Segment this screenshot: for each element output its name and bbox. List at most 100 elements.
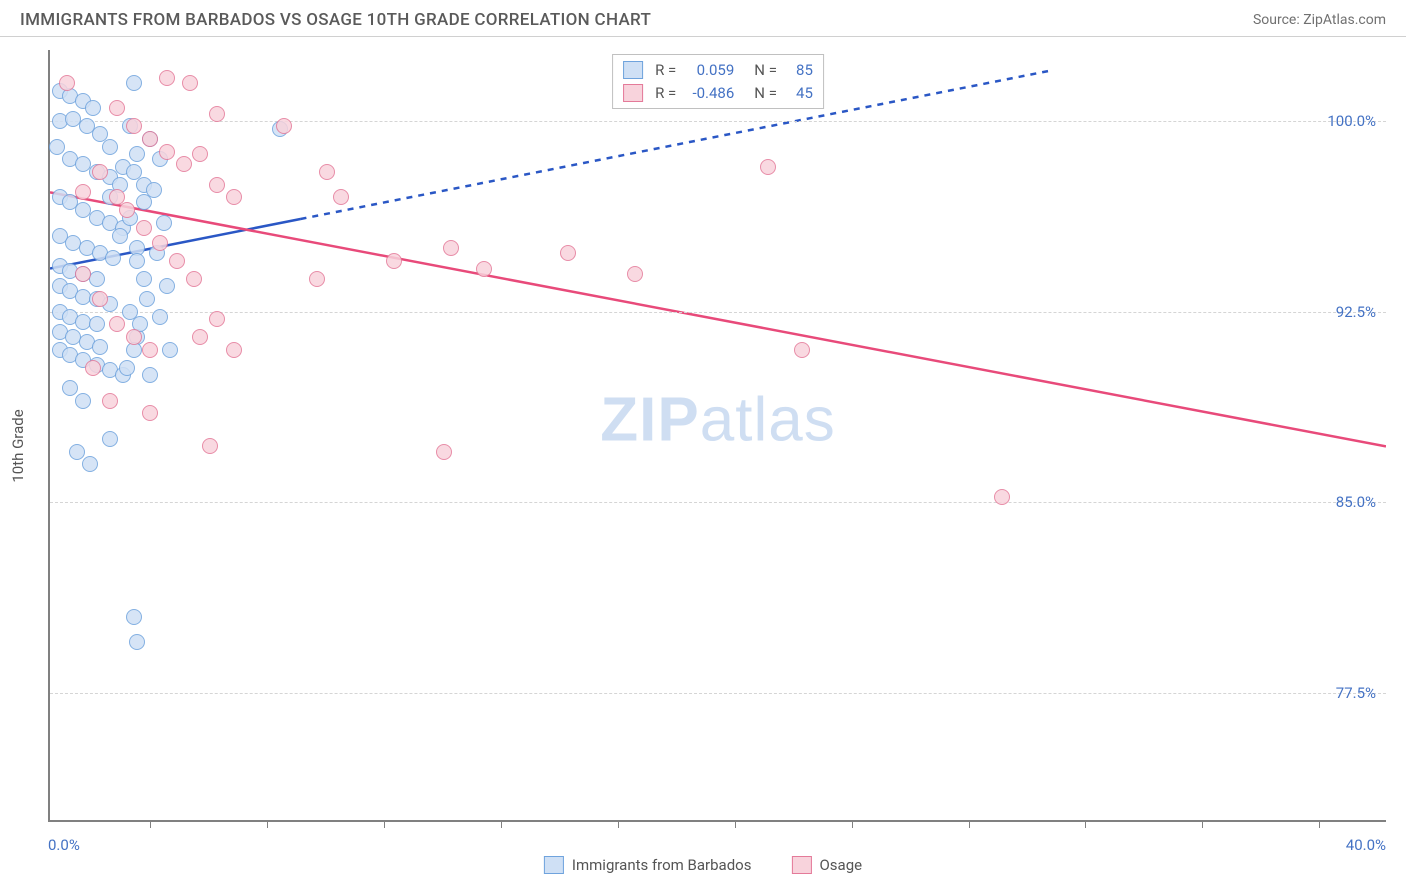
n-label: N = [754, 59, 777, 82]
data-point-osage [126, 118, 142, 134]
n-value: 45 [785, 82, 813, 105]
data-point-osage [309, 271, 325, 287]
data-point-barbados [49, 139, 65, 155]
data-point-osage [994, 489, 1010, 505]
data-point-osage [75, 266, 91, 282]
data-point-osage [59, 75, 75, 91]
data-point-osage [169, 253, 185, 269]
data-point-osage [333, 189, 349, 205]
data-point-barbados [136, 271, 152, 287]
gridline [50, 121, 1386, 122]
data-point-osage [226, 189, 242, 205]
data-point-barbados [142, 367, 158, 383]
legend-swatch [791, 856, 811, 874]
gridline [50, 312, 1386, 313]
legend-item: Osage [791, 856, 862, 874]
trend-line-osage [50, 192, 1386, 446]
data-point-barbados [126, 75, 142, 91]
data-point-barbados [102, 431, 118, 447]
r-value: 0.059 [684, 59, 734, 82]
data-point-osage [109, 316, 125, 332]
y-tick-label: 92.5% [1336, 303, 1376, 321]
y-axis-label: 10th Grade [9, 409, 27, 482]
data-point-osage [159, 70, 175, 86]
data-point-osage [159, 144, 175, 160]
r-label: R = [655, 59, 676, 82]
trend-lines-layer [50, 50, 1386, 820]
data-point-osage [560, 245, 576, 261]
legend-label: Osage [819, 856, 862, 874]
x-axis-max-label: 40.0% [1346, 836, 1386, 854]
data-point-osage [142, 405, 158, 421]
data-point-osage [75, 184, 91, 200]
series-legend: Immigrants from Barbados Osage [544, 856, 862, 874]
data-point-barbados [82, 456, 98, 472]
data-point-osage [92, 291, 108, 307]
data-point-barbados [119, 360, 135, 376]
data-point-osage [126, 329, 142, 345]
data-point-osage [109, 189, 125, 205]
data-point-barbados [129, 634, 145, 650]
data-point-osage [760, 159, 776, 175]
data-point-osage [142, 342, 158, 358]
x-tick [735, 820, 736, 828]
x-tick [267, 820, 268, 828]
data-point-osage [443, 240, 459, 256]
data-point-barbados [146, 182, 162, 198]
data-point-barbados [89, 316, 105, 332]
watermark-zip: ZIP [600, 385, 699, 454]
data-point-osage [182, 75, 198, 91]
x-tick [618, 820, 619, 828]
x-tick [1202, 820, 1203, 828]
r-label: R = [655, 82, 676, 105]
chart-header: IMMIGRANTS FROM BARBADOS VS OSAGE 10TH G… [0, 0, 1406, 37]
data-point-barbados [129, 146, 145, 162]
plot-region: ZIPatlas R = 0.059 N = 85 R = -0.486 N = 45 100… [48, 50, 1386, 822]
legend-swatch [623, 61, 643, 79]
data-point-osage [209, 106, 225, 122]
legend-item: Immigrants from Barbados [544, 856, 752, 874]
source-label: Source: [1253, 12, 1303, 28]
data-point-osage [276, 118, 292, 134]
data-point-osage [319, 164, 335, 180]
data-point-osage [436, 444, 452, 460]
data-point-osage [102, 393, 118, 409]
data-point-barbados [152, 309, 168, 325]
watermark: ZIPatlas [600, 384, 835, 455]
n-value: 85 [785, 59, 813, 82]
x-tick [969, 820, 970, 828]
x-tick [852, 820, 853, 828]
data-point-barbados [102, 139, 118, 155]
gridline [50, 693, 1386, 694]
chart-title: IMMIGRANTS FROM BARBADOS VS OSAGE 10TH G… [20, 10, 651, 30]
source-attribution: Source: ZipAtlas.com [1253, 12, 1386, 28]
n-label: N = [754, 82, 777, 105]
y-tick-label: 85.0% [1336, 493, 1376, 511]
r-value: -0.486 [684, 82, 734, 105]
stats-legend-row-osage: R = -0.486 N = 45 [623, 82, 813, 105]
data-point-osage [202, 438, 218, 454]
x-tick [1085, 820, 1086, 828]
data-point-barbados [75, 393, 91, 409]
y-tick-label: 77.5% [1336, 684, 1376, 702]
data-point-osage [109, 100, 125, 116]
data-point-osage [136, 220, 152, 236]
chart-area: ZIPatlas R = 0.059 N = 85 R = -0.486 N = 45 100… [48, 50, 1386, 822]
data-point-barbados [126, 164, 142, 180]
data-point-barbados [105, 250, 121, 266]
y-tick-label: 100.0% [1327, 112, 1376, 130]
data-point-osage [192, 329, 208, 345]
x-tick [384, 820, 385, 828]
data-point-barbados [69, 444, 85, 460]
data-point-osage [209, 177, 225, 193]
x-tick [150, 820, 151, 828]
data-point-osage [152, 235, 168, 251]
watermark-atlas: atlas [700, 385, 836, 454]
source-name: ZipAtlas.com [1303, 12, 1386, 28]
legend-swatch [623, 84, 643, 102]
data-point-osage [209, 311, 225, 327]
data-point-barbados [156, 215, 172, 231]
data-point-osage [627, 266, 643, 282]
data-point-osage [142, 131, 158, 147]
data-point-barbados [129, 253, 145, 269]
